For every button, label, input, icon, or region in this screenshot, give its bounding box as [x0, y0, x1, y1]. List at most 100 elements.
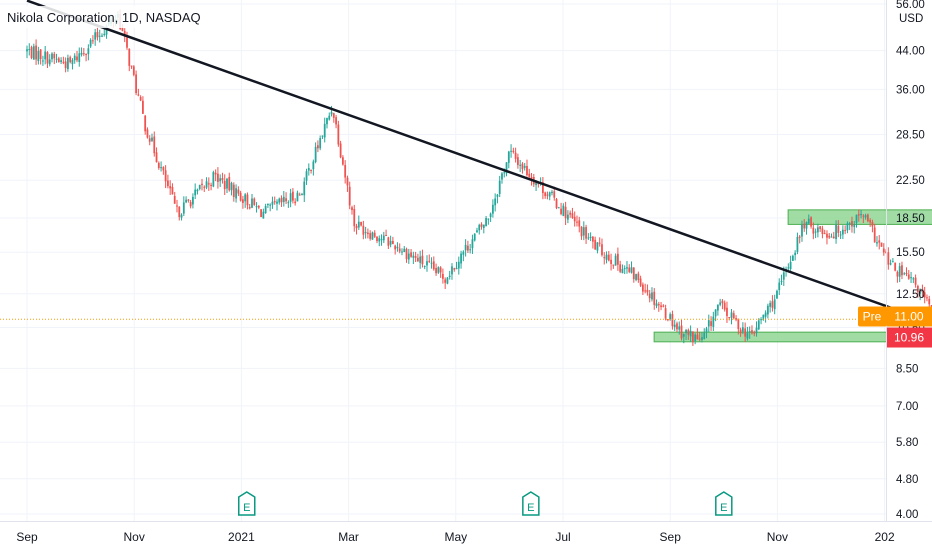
candle-body: [364, 232, 367, 234]
candle-body: [503, 172, 506, 174]
candle-body: [751, 330, 753, 334]
candle-body: [171, 186, 174, 195]
candle-body: [101, 35, 103, 37]
candle-body: [410, 252, 412, 257]
candle-body: [580, 226, 583, 237]
candle-body: [769, 302, 772, 307]
candle-body: [128, 48, 131, 66]
candles: [26, 9, 932, 346]
candle-body: [446, 277, 449, 284]
earnings-marker[interactable]: [238, 491, 256, 516]
candle-body: [910, 277, 912, 279]
candle-body: [610, 259, 612, 264]
candle-body: [430, 262, 433, 264]
candle-body: [255, 206, 258, 208]
candle-body: [380, 239, 383, 241]
candle-body: [773, 299, 776, 310]
candle-body: [823, 233, 826, 235]
candle-body: [223, 180, 226, 190]
candle-body: [46, 52, 49, 64]
candle-body: [185, 199, 187, 203]
candle-body: [464, 244, 467, 251]
drawings[interactable]: [26, 0, 932, 439]
trendline[interactable]: [26, 0, 932, 439]
candle-body: [435, 267, 437, 274]
candle-body: [396, 246, 399, 249]
candle-body: [455, 267, 458, 269]
candle-body: [469, 249, 472, 251]
candle-body: [566, 214, 569, 220]
candle-body: [169, 186, 172, 189]
candle-body: [73, 55, 76, 61]
candle-body: [496, 194, 499, 197]
candle-body: [832, 236, 835, 238]
candle-body: [296, 192, 299, 202]
zones[interactable]: [653, 209, 932, 343]
candle-body: [912, 278, 915, 280]
candle-body: [889, 263, 892, 265]
candle-body: [637, 273, 640, 280]
time-tick-label: 202: [875, 530, 895, 544]
candle-body: [35, 45, 37, 60]
last-price-tag-bg: [887, 327, 932, 348]
candle-body: [105, 25, 108, 35]
candle-body: [369, 233, 372, 239]
candle-body: [528, 173, 531, 177]
candle-body: [641, 284, 644, 292]
candle-body: [307, 167, 310, 171]
candle-body: [728, 316, 731, 318]
candle-body: [916, 286, 919, 293]
candle-body: [514, 152, 517, 159]
candle-body: [698, 338, 701, 340]
candle-body: [735, 318, 737, 320]
candle-body: [262, 211, 265, 219]
candle-body: [598, 242, 601, 244]
candle-body: [826, 233, 828, 238]
price-tags: Pre 11.00 10.96: [858, 306, 932, 348]
candle-body: [505, 162, 508, 174]
price-tick-label: 15.50: [896, 247, 925, 259]
candle-body: [212, 172, 215, 187]
resistance-zone[interactable]: [787, 209, 932, 225]
candle-body: [703, 332, 706, 340]
earnings-marker[interactable]: [715, 491, 733, 516]
candle-body: [398, 248, 401, 252]
candle-body: [71, 60, 74, 65]
candle-body: [860, 213, 862, 216]
candle-body: [766, 305, 769, 315]
earnings-marker[interactable]: [522, 491, 540, 516]
candle-body: [630, 267, 633, 273]
candle-body: [55, 58, 58, 60]
candle-body: [39, 49, 42, 59]
candle-body: [737, 318, 740, 330]
candle-body: [764, 312, 767, 317]
candle-body: [207, 183, 210, 185]
candle-body: [357, 221, 360, 228]
candle-body: [516, 157, 519, 166]
candle-body: [744, 328, 747, 337]
support-zone[interactable]: [653, 331, 932, 343]
candle-body: [210, 184, 212, 186]
candle-body: [439, 267, 442, 273]
candle-body: [691, 331, 694, 343]
candle-body: [189, 202, 192, 207]
candle-body: [344, 165, 347, 178]
candle-body: [819, 226, 822, 230]
candle-body: [857, 214, 860, 216]
candle-body: [487, 218, 490, 220]
candle-body: [26, 49, 28, 52]
price-axis[interactable]: 56.00 44.00 36.00 28.50 22.50 18.50 15.50 12.50…: [886, 0, 925, 521]
time-axis[interactable]: Sep Nov 2021 Mar May Jul Sep Nov 202: [0, 521, 932, 545]
candle-body: [776, 290, 778, 299]
legend-backdrop: [0, 6, 196, 28]
candle-body: [173, 195, 176, 204]
pre-market-price-bg: [887, 306, 932, 327]
time-tick-label: 2021: [228, 530, 255, 544]
candle-body: [807, 218, 810, 224]
candle-body: [471, 239, 474, 249]
candle-body: [930, 305, 932, 307]
candle-body: [405, 248, 408, 260]
earnings-markers[interactable]: EEEEE: [238, 491, 932, 516]
candle-body: [480, 224, 483, 227]
